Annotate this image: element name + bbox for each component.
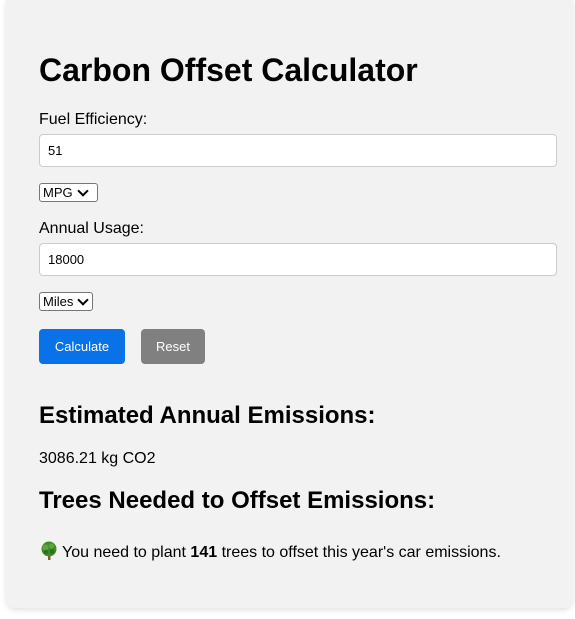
chevron-down-icon [76,184,89,197]
trees-result-prefix: You need to plant [62,544,186,561]
trees-result: You need to plant 141 trees to offset th… [39,541,501,562]
fuel-efficiency-unit-select[interactable]: MPG [39,183,98,202]
emissions-heading: Estimated Annual Emissions: [39,402,376,429]
page-title: Carbon Offset Calculator [39,52,418,88]
calculator-card: Carbon Offset Calculator Fuel Efficiency… [6,0,573,608]
annual-usage-label: Annual Usage: [39,220,144,237]
annual-usage-unit-value: Miles [43,294,74,309]
calculate-button[interactable]: Calculate [39,329,125,364]
chevron-down-icon [77,293,90,306]
trees-heading: Trees Needed to Offset Emissions: [39,487,436,514]
emissions-value: 3086.21 kg CO2 [39,450,156,467]
trees-count: 141 [190,544,218,561]
annual-usage-unit-select[interactable]: Miles [39,292,93,311]
annual-usage-input[interactable] [39,243,557,276]
fuel-efficiency-unit-value: MPG [43,185,73,200]
fuel-efficiency-label: Fuel Efficiency: [39,111,148,128]
reset-button[interactable]: Reset [141,329,205,364]
tree-icon [39,541,59,561]
fuel-efficiency-input[interactable] [39,134,557,167]
trees-result-suffix: trees to offset this year's car emission… [221,544,501,561]
